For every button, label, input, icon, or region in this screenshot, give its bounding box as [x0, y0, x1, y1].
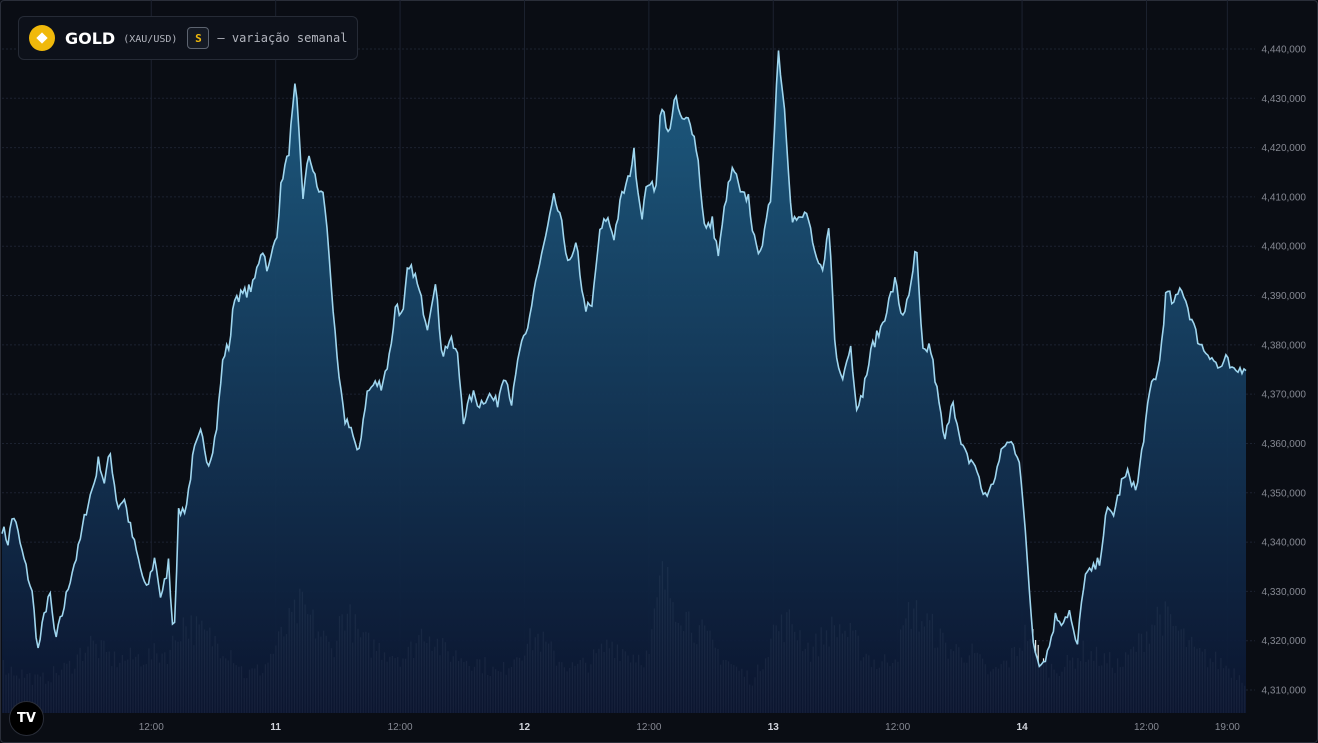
- x-tick-label: 11: [270, 722, 281, 733]
- x-tick-label: 13: [768, 722, 780, 733]
- x-tick-label: 12: [519, 722, 531, 733]
- y-tick-label: 4,400,000: [1262, 242, 1307, 253]
- y-tick-label: 4,440,000: [1262, 45, 1307, 56]
- exchange-badge[interactable]: S: [187, 27, 210, 49]
- tradingview-logo-icon[interactable]: TV: [9, 701, 44, 736]
- logo-text: TV: [17, 711, 36, 726]
- y-tick-label: 4,420,000: [1262, 143, 1307, 154]
- y-tick-label: 4,340,000: [1262, 538, 1307, 549]
- y-tick-label: 4,350,000: [1262, 488, 1307, 499]
- x-tick-label: 12:00: [388, 722, 413, 733]
- price-axis[interactable]: 4,310,000 4,320,000 4,330,000 4,340,000 4,35…: [1262, 45, 1307, 697]
- y-tick-label: 4,430,000: [1262, 94, 1307, 105]
- time-axis[interactable]: 12:00 11 12:00 12 12:00 13 12:00 14 12:00 19:00: [139, 722, 1241, 733]
- y-tick-label: 4,330,000: [1262, 587, 1307, 598]
- symbol-name: GOLD: [65, 28, 116, 48]
- symbol-pair: (XAU/USD): [123, 34, 178, 45]
- y-tick-label: 4,390,000: [1262, 291, 1307, 302]
- y-tick-label: 4,320,000: [1262, 636, 1307, 647]
- x-tick-label: 12:00: [636, 722, 661, 733]
- chart-description: — variação semanal: [217, 31, 348, 45]
- x-tick-label: 12:00: [1134, 722, 1159, 733]
- y-tick-label: 4,310,000: [1262, 686, 1307, 697]
- y-tick-label: 4,360,000: [1262, 439, 1307, 450]
- y-tick-label: 4,380,000: [1262, 340, 1307, 351]
- y-tick-label: 4,410,000: [1262, 192, 1307, 203]
- symbol-legend[interactable]: GOLD (XAU/USD) S — variação semanal: [18, 16, 359, 60]
- gold-symbol-icon: [29, 25, 55, 51]
- x-tick-label: 12:00: [139, 722, 164, 733]
- price-line: [1, 50, 1247, 668]
- x-tick-label: 19:00: [1215, 722, 1240, 733]
- x-tick-label: 14: [1017, 722, 1029, 733]
- price-area: [2, 50, 1246, 713]
- y-tick-label: 4,370,000: [1262, 390, 1307, 401]
- x-tick-label: 12:00: [885, 722, 910, 733]
